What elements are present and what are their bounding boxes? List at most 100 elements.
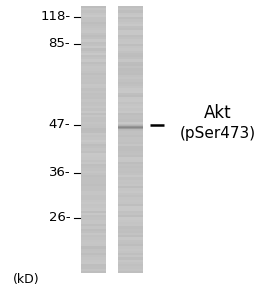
Bar: [81, 6, 106, 273]
Bar: [81, 177, 106, 179]
Bar: [81, 8, 106, 10]
Bar: [81, 80, 106, 82]
Bar: [118, 186, 143, 188]
Bar: [118, 248, 143, 251]
Bar: [118, 111, 143, 113]
Bar: [118, 24, 143, 26]
Bar: [118, 226, 143, 229]
Text: (pSer473): (pSer473): [179, 126, 255, 141]
Bar: [81, 244, 106, 246]
Bar: [118, 246, 143, 248]
Bar: [118, 59, 143, 62]
Bar: [118, 61, 143, 64]
Bar: [81, 164, 106, 166]
Bar: [81, 193, 106, 195]
Bar: [118, 184, 143, 186]
Bar: [118, 182, 143, 184]
Bar: [118, 235, 143, 237]
Bar: [118, 46, 143, 48]
Bar: [118, 179, 143, 182]
Bar: [81, 208, 106, 211]
Bar: [118, 91, 143, 93]
Bar: [81, 117, 106, 119]
Bar: [81, 104, 106, 106]
Bar: [118, 193, 143, 195]
Bar: [81, 119, 106, 122]
Bar: [118, 70, 143, 73]
Bar: [81, 106, 106, 108]
Bar: [81, 19, 106, 22]
Bar: [118, 122, 143, 124]
Bar: [81, 77, 106, 80]
Bar: [81, 148, 106, 151]
Bar: [81, 182, 106, 184]
Bar: [81, 137, 106, 140]
Bar: [81, 173, 106, 175]
Bar: [118, 84, 143, 86]
Bar: [81, 35, 106, 37]
Bar: [118, 115, 143, 117]
Bar: [118, 153, 143, 155]
Bar: [81, 222, 106, 224]
Bar: [81, 46, 106, 48]
Bar: [81, 24, 106, 26]
Bar: [81, 215, 106, 218]
Text: 47-: 47-: [49, 118, 70, 131]
Bar: [118, 197, 143, 200]
Bar: [81, 97, 106, 100]
Bar: [118, 124, 143, 126]
Bar: [118, 220, 143, 222]
Bar: [81, 17, 106, 19]
Bar: [81, 13, 106, 15]
Bar: [118, 140, 143, 142]
Bar: [118, 117, 143, 119]
Bar: [81, 195, 106, 197]
Bar: [81, 135, 106, 137]
Bar: [118, 231, 143, 233]
Bar: [118, 77, 143, 80]
Bar: [81, 218, 106, 220]
Bar: [81, 126, 106, 128]
Bar: [118, 13, 143, 15]
Text: 26-: 26-: [49, 211, 70, 224]
Bar: [81, 253, 106, 255]
Bar: [81, 211, 106, 213]
Bar: [118, 28, 143, 31]
Bar: [81, 108, 106, 111]
Bar: [118, 6, 143, 273]
Bar: [81, 251, 106, 253]
Bar: [118, 15, 143, 17]
Bar: [81, 99, 106, 102]
Bar: [118, 171, 143, 173]
Bar: [118, 55, 143, 57]
Bar: [81, 226, 106, 229]
Bar: [81, 95, 106, 97]
Bar: [118, 268, 143, 271]
Bar: [81, 255, 106, 257]
Bar: [81, 213, 106, 215]
Bar: [81, 82, 106, 84]
Bar: [81, 48, 106, 50]
Bar: [81, 242, 106, 244]
Bar: [118, 75, 143, 77]
Bar: [81, 153, 106, 155]
Bar: [118, 97, 143, 100]
Bar: [118, 66, 143, 68]
Bar: [81, 155, 106, 157]
Bar: [118, 257, 143, 260]
Bar: [118, 8, 143, 10]
Bar: [81, 88, 106, 91]
Bar: [118, 102, 143, 104]
Bar: [81, 86, 106, 88]
Bar: [81, 229, 106, 231]
Bar: [118, 130, 143, 133]
Bar: [118, 48, 143, 50]
Bar: [118, 39, 143, 42]
Bar: [81, 142, 106, 144]
Bar: [81, 75, 106, 77]
Bar: [81, 102, 106, 104]
Bar: [81, 91, 106, 93]
Bar: [81, 44, 106, 46]
Bar: [81, 204, 106, 206]
Bar: [118, 251, 143, 253]
